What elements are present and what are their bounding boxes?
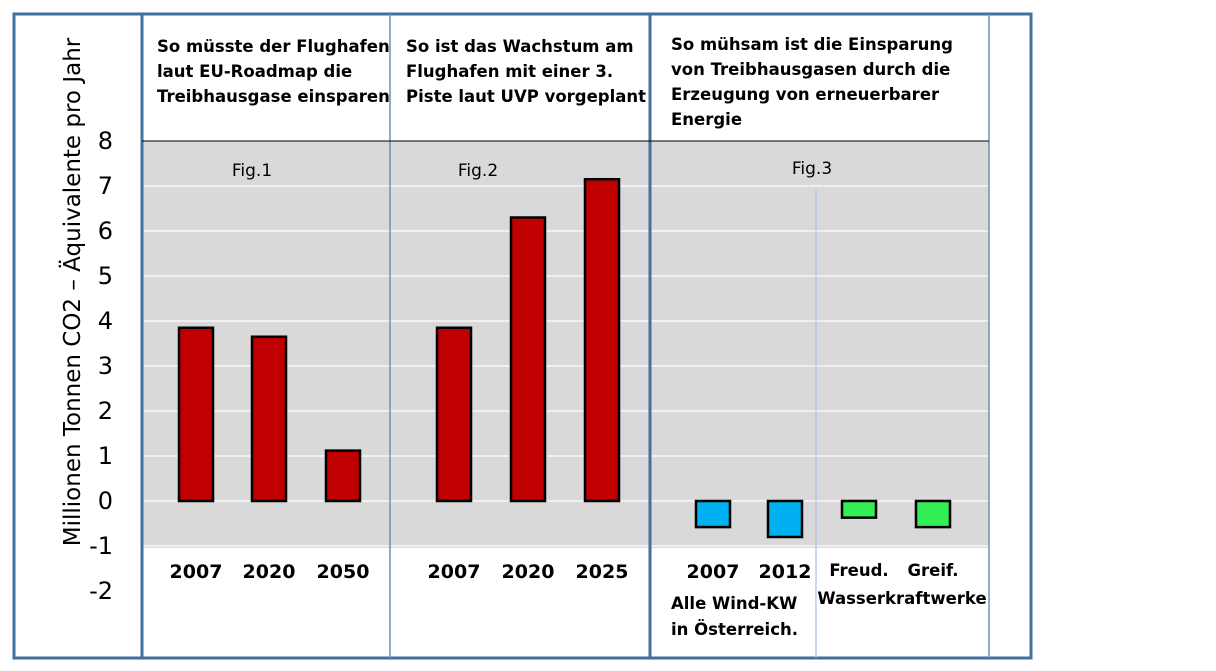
fig-label: Fig.1	[232, 161, 272, 181]
panel-header-line: Energie	[671, 110, 742, 129]
group-label: in Österreich.	[671, 620, 798, 639]
bar	[766, 499, 804, 539]
fig-label: Fig.3	[792, 159, 832, 179]
panel-header-line: So müsste der Flughafen	[157, 37, 390, 56]
y-tick-label: 2	[98, 397, 113, 425]
bar	[250, 335, 288, 503]
y-tick-label: 8	[98, 127, 113, 155]
x-category-label: Greif.	[907, 561, 958, 580]
bar	[324, 449, 362, 503]
y-tick-label: 3	[98, 352, 113, 380]
y-tick-label: 5	[98, 262, 113, 290]
x-category-label: Freud.	[829, 561, 888, 580]
x-category-label: 2012	[759, 561, 812, 583]
x-category-label: 2020	[243, 561, 296, 583]
panel-header-line: So ist das Wachstum am	[406, 37, 634, 56]
bar	[435, 326, 473, 503]
y-axis-label: Millionen Tonnen CO2 – Äquivalente pro J…	[58, 37, 86, 546]
x-category-label: 2050	[317, 561, 370, 583]
group-label: Alle Wind-KW	[671, 594, 797, 613]
bar	[914, 499, 952, 529]
y-tick-label: 1	[98, 442, 113, 470]
bar	[840, 499, 878, 519]
panel-header-line: Piste laut UVP vorgeplant	[406, 87, 646, 106]
y-tick-label: -2	[89, 577, 113, 605]
y-tick-label: -1	[89, 532, 113, 560]
x-category-label: 2007	[428, 561, 481, 583]
y-tick-label: 0	[98, 487, 113, 515]
outer-frame	[12, 12, 1033, 660]
x-category-label: 2020	[502, 561, 555, 583]
panel-header-line: Treibhausgase einsparen	[157, 87, 390, 106]
fig-label: Fig.2	[458, 161, 498, 181]
bar	[583, 178, 621, 503]
bar	[694, 499, 732, 529]
x-category-label: 2007	[687, 561, 740, 583]
x-category-label: 2007	[170, 561, 223, 583]
bar	[177, 326, 215, 503]
y-tick-label: 7	[98, 172, 113, 200]
panel-header-line: Flughafen mit einer 3.	[406, 62, 613, 81]
panel-header-line: Erzeugung von erneuerbarer	[671, 85, 940, 104]
panel-header-line: von Treibhausgasen durch die	[671, 60, 950, 79]
panel-header-line: So mühsam ist die Einsparung	[671, 35, 953, 54]
group-label: Wasserkraftwerke	[817, 589, 986, 608]
y-tick-label: 4	[98, 307, 113, 335]
x-category-label: 2025	[576, 561, 629, 583]
bar	[509, 216, 547, 503]
panel-header-line: laut EU-Roadmap die	[157, 62, 352, 81]
y-tick-label: 6	[98, 217, 113, 245]
